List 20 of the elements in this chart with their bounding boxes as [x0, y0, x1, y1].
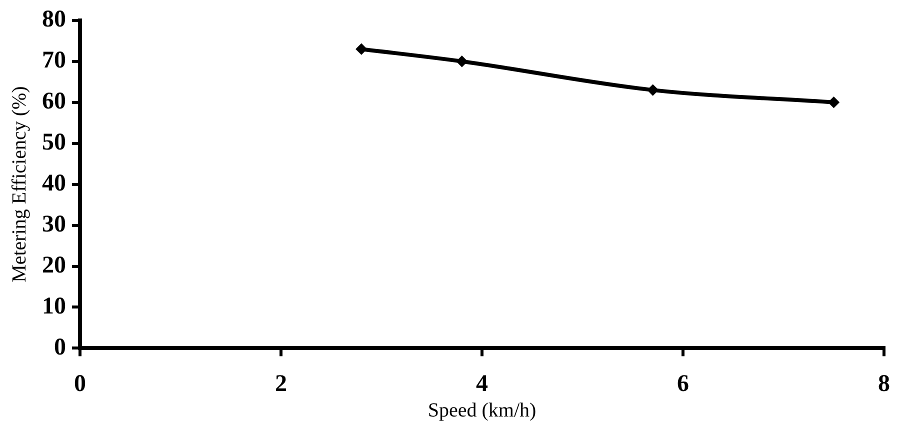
x-tick-label: 8 [878, 370, 890, 397]
y-tick-label: 40 [42, 170, 66, 197]
point [456, 56, 467, 66]
y-tick-label: 50 [42, 130, 66, 156]
x-tick-label: 6 [677, 370, 689, 397]
point [828, 97, 839, 108]
x-axis-title: Speed (km/h) [428, 399, 536, 422]
y-tick-label: 30 [42, 211, 66, 238]
x-tick-label: 0 [74, 370, 86, 397]
y-tick-label: 10 [42, 293, 66, 320]
y-tick-label: 80 [42, 6, 66, 33]
point [356, 44, 366, 54]
point [648, 85, 658, 96]
x-tick-label: 4 [476, 370, 488, 397]
y-tick-label: 0 [54, 334, 66, 360]
y-tick-label: 70 [42, 48, 66, 74]
y-tick-label: 60 [42, 88, 66, 115]
y-axis-title: Metering Efficiency (%) [8, 86, 30, 282]
x-tick-label: 2 [275, 370, 287, 397]
y-tick-label: 20 [42, 252, 66, 278]
